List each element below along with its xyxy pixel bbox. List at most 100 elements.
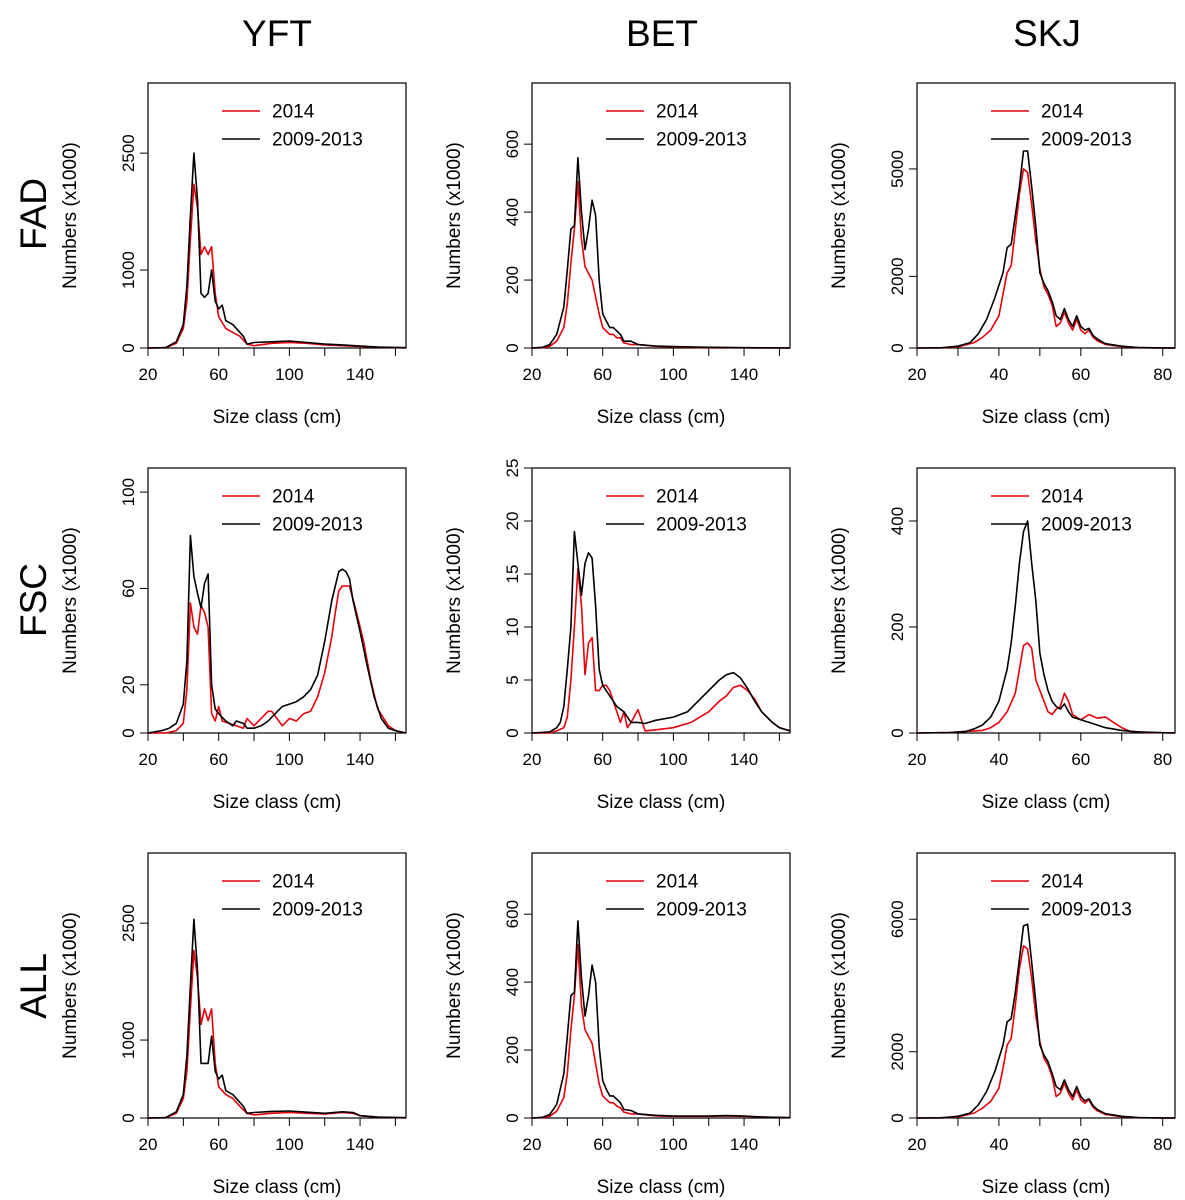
series-line-2009-2013 <box>147 918 407 1119</box>
x-tick-label: 60 <box>1071 1135 1090 1154</box>
x-tick-label: 100 <box>659 1135 687 1154</box>
x-tick-label: 100 <box>275 1135 303 1154</box>
x-tick-label: 140 <box>730 365 758 384</box>
y-tick-label: 1000 <box>119 1021 138 1059</box>
y-tick-label: 600 <box>503 900 522 928</box>
legend-label-2014: 2014 <box>656 102 699 123</box>
y-tick-label: 0 <box>119 343 138 352</box>
legend-label-2014: 2014 <box>1041 872 1084 893</box>
x-tick-label: 100 <box>275 750 303 769</box>
series-line-2014 <box>532 567 791 734</box>
plot-frame <box>531 82 791 349</box>
y-tick-label: 60 <box>119 579 138 598</box>
x-tick-label: 60 <box>593 1135 612 1154</box>
x-axis-label: Size class (cm) <box>213 1177 342 1198</box>
row-title-fsc: FSC <box>13 563 54 637</box>
x-axis-label: Size class (cm) <box>597 792 726 813</box>
y-tick-label: 200 <box>503 266 522 294</box>
y-tick-label: 20 <box>503 512 522 531</box>
x-tick-label: 20 <box>908 750 927 769</box>
legend-label-2014: 2014 <box>656 872 699 893</box>
y-tick-label: 0 <box>119 728 138 737</box>
plot-frame <box>531 467 791 734</box>
y-axis-label: Numbers (x1000) <box>829 912 850 1059</box>
y-tick-label: 100 <box>119 478 138 506</box>
plot-frame <box>147 82 407 349</box>
x-axis-label: Size class (cm) <box>213 407 342 428</box>
series-line-2009-2013 <box>531 530 791 734</box>
x-tick-label: 60 <box>209 365 228 384</box>
y-tick-label: 25 <box>503 459 522 478</box>
panel-all-yft: 20 60 100 140 0 1000 2500 Size class (cm) Number… <box>60 852 407 1198</box>
series-line-2014 <box>147 949 407 1119</box>
x-tick-label: 140 <box>730 750 758 769</box>
x-tick-label: 60 <box>593 365 612 384</box>
legend-label-2009-2013: 2009-2013 <box>656 900 747 921</box>
y-tick-label: 15 <box>503 565 522 584</box>
x-tick-label: 20 <box>139 365 158 384</box>
x-tick-label: 60 <box>209 1135 228 1154</box>
y-axis-label: Numbers (x1000) <box>60 912 81 1059</box>
x-tick-label: 20 <box>908 1135 927 1154</box>
y-axis-label: Numbers (x1000) <box>60 527 81 674</box>
x-axis-label: Size class (cm) <box>982 1177 1111 1198</box>
plot-frame <box>916 82 1176 349</box>
y-tick-label: 20 <box>119 675 138 694</box>
x-axis-label: Size class (cm) <box>213 792 342 813</box>
series-line-2009-2013 <box>916 520 1176 734</box>
legend-label-2009-2013: 2009-2013 <box>1041 900 1132 921</box>
series-line-2014 <box>916 642 1176 734</box>
panel-fsc-bet: 20 60 100 140 0 5 10 15 20 25 Size class (cm) Numbe… <box>444 459 791 813</box>
y-tick-label: 0 <box>503 1113 522 1122</box>
y-tick-label: 400 <box>888 507 907 535</box>
column-title-yft: YFT <box>242 13 312 54</box>
x-tick-label: 100 <box>659 365 687 384</box>
x-tick-label: 140 <box>346 365 374 384</box>
panel-fad-skj: 20 40 60 80 0 2000 5000 Size class (cm) Numbers … <box>829 82 1176 428</box>
y-tick-label: 2000 <box>888 1033 907 1071</box>
legend-label-2014: 2014 <box>272 102 315 123</box>
x-tick-label: 20 <box>523 365 542 384</box>
legend-label-2009-2013: 2009-2013 <box>272 515 363 536</box>
panel-fad-yft: 20 60 100 140 0 1000 2500 Size class (cm) Number… <box>60 82 407 428</box>
x-tick-label: 40 <box>989 1135 1008 1154</box>
x-tick-label: 60 <box>593 750 612 769</box>
y-tick-label: 0 <box>888 343 907 352</box>
y-tick-label: 600 <box>503 130 522 158</box>
legend-label-2009-2013: 2009-2013 <box>272 900 363 921</box>
x-tick-label: 80 <box>1153 750 1172 769</box>
legend-label-2014: 2014 <box>272 487 315 508</box>
series-line-2014 <box>916 944 1176 1119</box>
y-tick-label: 1000 <box>119 251 138 289</box>
legend-label-2009-2013: 2009-2013 <box>1041 130 1132 151</box>
x-tick-label: 60 <box>1071 365 1090 384</box>
y-tick-label: 400 <box>503 198 522 226</box>
y-axis-label: Numbers (x1000) <box>444 912 465 1059</box>
y-tick-label: 6000 <box>888 900 907 938</box>
y-tick-label: 10 <box>503 618 522 637</box>
x-tick-label: 20 <box>139 1135 158 1154</box>
series-line-2009-2013 <box>147 534 407 734</box>
y-tick-label: 5 <box>503 675 522 684</box>
y-tick-label: 2500 <box>119 134 138 172</box>
row-title-all: ALL <box>13 953 54 1019</box>
x-tick-label: 40 <box>989 365 1008 384</box>
legend-label-2014: 2014 <box>656 487 699 508</box>
legend-label-2009-2013: 2009-2013 <box>656 515 747 536</box>
x-tick-label: 80 <box>1153 365 1172 384</box>
series-line-2014 <box>916 168 1176 349</box>
y-tick-label: 0 <box>503 343 522 352</box>
y-tick-label: 0 <box>119 1113 138 1122</box>
y-tick-label: 0 <box>888 728 907 737</box>
panel-fad-bet: 20 60 100 140 0 200 400 600 Size class (cm) Numbe… <box>444 82 791 428</box>
series-line-2009-2013 <box>531 156 791 349</box>
series-line-2014 <box>147 183 407 349</box>
x-tick-label: 40 <box>989 750 1008 769</box>
panel-fsc-skj: 20 40 60 80 0 200 400 Size class (cm) Numbers (x… <box>829 467 1176 813</box>
panel-all-skj: 20 40 60 80 0 2000 6000 Size class (cm) Numbers … <box>829 852 1176 1198</box>
y-tick-label: 0 <box>503 728 522 737</box>
x-axis-label: Size class (cm) <box>982 407 1111 428</box>
x-tick-label: 100 <box>275 365 303 384</box>
y-axis-label: Numbers (x1000) <box>60 142 81 289</box>
